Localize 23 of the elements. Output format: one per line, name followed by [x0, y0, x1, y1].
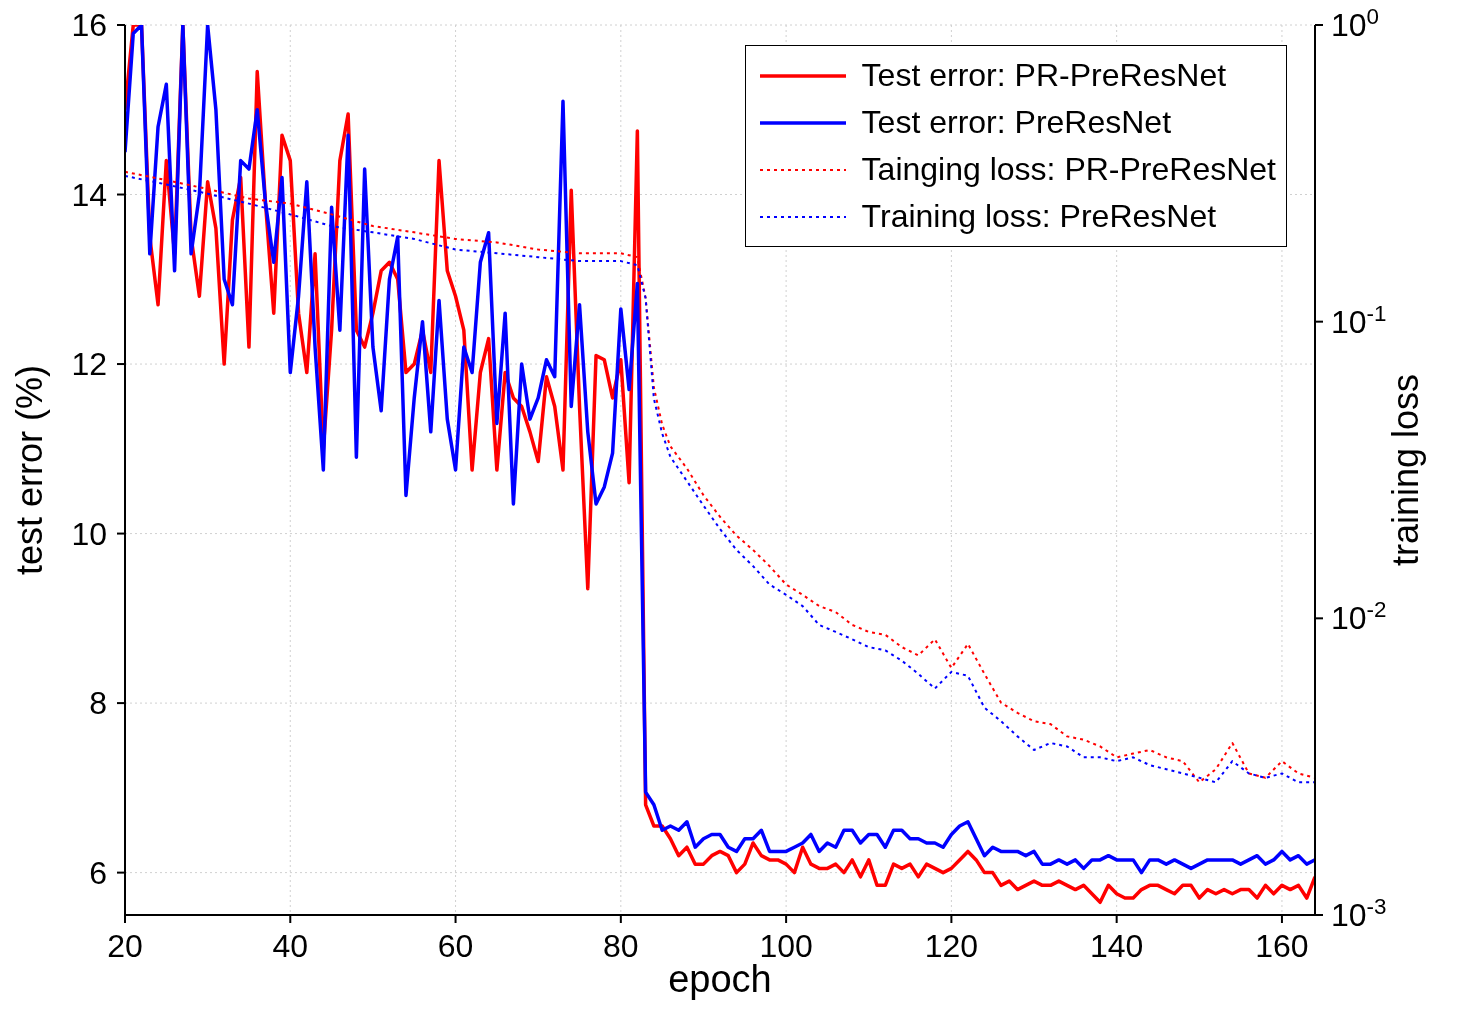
y2-tick-label: 10$^{-2}$ — [1331, 596, 1387, 637]
y-tick-label: 6 — [89, 854, 107, 891]
x-tick-label: 80 — [603, 928, 639, 964]
y-tick-label: 12 — [71, 346, 107, 383]
x-tick-label: 20 — [107, 928, 143, 964]
x-tick-label: 40 — [272, 928, 309, 964]
y-tick-label: 14 — [71, 176, 107, 213]
x-tick-label: 120 — [924, 928, 979, 964]
legend-label: Test error: PR-PreResNet — [861, 57, 1227, 93]
y2-axis-title: training loss — [1385, 373, 1426, 567]
legend-label: Tainging loss: PR-PreResNet — [861, 151, 1276, 187]
x-tick-label: 60 — [437, 928, 474, 964]
y2-tick-label: 10$^{-1}$ — [1331, 300, 1387, 340]
y-tick-label: 16 — [71, 7, 107, 43]
y-tick-label: 8 — [89, 685, 107, 722]
y2-tick-label: 10$^{0}$ — [1331, 3, 1380, 43]
legend-label: Training loss: PreResNet — [861, 198, 1217, 234]
y-tick-label: 10 — [71, 515, 107, 552]
y-axis-title: test error (%) — [9, 364, 50, 576]
legend-label: Test error: PreResNet — [861, 104, 1172, 140]
x-tick-label: 160 — [1255, 928, 1309, 964]
y2-tick-label: 10$^{-3}$ — [1331, 893, 1387, 933]
x-tick-label: 140 — [1089, 928, 1144, 964]
